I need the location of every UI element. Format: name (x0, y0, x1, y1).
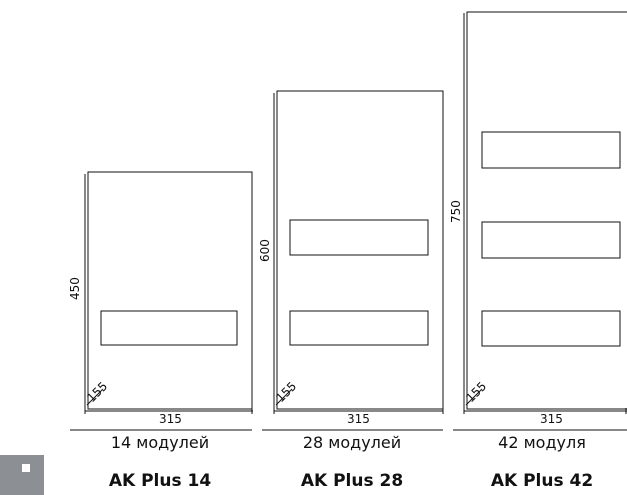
module-panel (289, 310, 429, 346)
depth-dimension-line (465, 388, 483, 406)
cabinet-outline (87, 171, 253, 410)
model-name-ak-plus-42: AK Plus 42 (490, 471, 594, 491)
module-panel (481, 221, 621, 259)
module-panel (100, 310, 238, 346)
model-name-ak-plus-14: AK Plus 14 (108, 471, 212, 491)
cabinet-ak-plus-28: 600 155 315 (258, 90, 444, 431)
cabinet-outline (276, 90, 444, 410)
modules-count-ak-plus-28: 28 модулей (302, 433, 402, 452)
width-label: 315 (347, 412, 370, 426)
cabinet-outline (466, 11, 627, 410)
height-label: 750 (449, 200, 463, 223)
module-panel (481, 310, 621, 347)
tab-notch (22, 464, 30, 472)
width-label: 315 (540, 412, 563, 426)
height-label: 600 (258, 239, 272, 262)
module-panel (481, 131, 621, 169)
cabinet-ak-plus-42: 750 155 315 (449, 11, 627, 431)
depth-dimension-line (86, 388, 104, 406)
cabinet-ak-plus-14: 450 155 315 (68, 171, 253, 431)
height-label: 450 (68, 277, 82, 300)
width-label: 315 (159, 412, 182, 426)
depth-dimension-line (275, 388, 293, 406)
modules-count-ak-plus-42: 42 модуля (498, 433, 586, 452)
module-panel (289, 219, 429, 256)
model-name-ak-plus-28: AK Plus 28 (300, 471, 404, 491)
grey-tab-icon[interactable] (0, 455, 44, 495)
modules-count-ak-plus-14: 14 модулей (110, 433, 210, 452)
